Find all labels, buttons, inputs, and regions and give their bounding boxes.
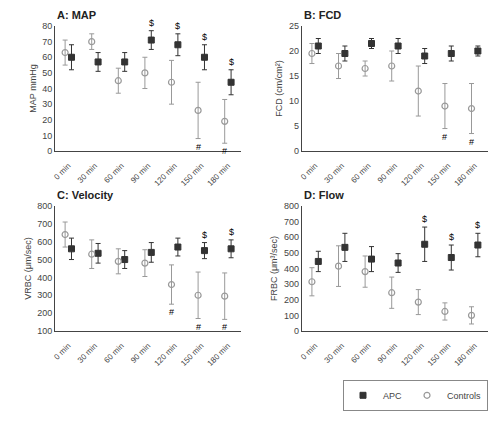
svg-text:VRBC (μm/sec): VRBC (μm/sec) xyxy=(23,237,33,300)
svg-text:120 min: 120 min xyxy=(399,162,425,188)
svg-text:$: $ xyxy=(202,230,207,240)
svg-text:100: 100 xyxy=(284,311,299,321)
svg-text:10: 10 xyxy=(42,131,52,141)
svg-text:D: Flow: D: Flow xyxy=(304,189,344,201)
svg-text:30: 30 xyxy=(42,99,52,109)
svg-text:0 min: 0 min xyxy=(52,341,72,361)
svg-text:#: # xyxy=(169,307,174,317)
svg-text:100: 100 xyxy=(37,326,52,336)
svg-text:#: # xyxy=(196,142,201,152)
svg-text:$: $ xyxy=(229,227,234,237)
svg-text:0: 0 xyxy=(47,146,52,156)
svg-text:60 min: 60 min xyxy=(102,341,125,364)
svg-text:50: 50 xyxy=(42,68,52,78)
svg-text:$: $ xyxy=(449,232,454,242)
svg-text:400: 400 xyxy=(37,273,52,283)
svg-text:30 min: 30 min xyxy=(323,162,346,185)
svg-text:700: 700 xyxy=(284,217,299,227)
svg-text:300: 300 xyxy=(284,279,299,289)
svg-text:#: # xyxy=(469,137,474,147)
svg-text:#: # xyxy=(222,322,227,332)
svg-text:180 min: 180 min xyxy=(206,162,232,188)
svg-text:$: $ xyxy=(175,21,180,31)
svg-text:60 min: 60 min xyxy=(349,341,372,364)
svg-text:0 min: 0 min xyxy=(299,162,319,182)
svg-text:FRBC (μm³/sec): FRBC (μm³/sec) xyxy=(269,236,279,301)
svg-text:25: 25 xyxy=(289,21,299,31)
svg-text:$: $ xyxy=(229,57,234,67)
svg-text:30 min: 30 min xyxy=(76,341,99,364)
svg-text:300: 300 xyxy=(37,290,52,300)
svg-text:200: 200 xyxy=(37,308,52,318)
svg-text:800: 800 xyxy=(37,201,52,211)
svg-text:0: 0 xyxy=(294,326,299,336)
svg-text:10: 10 xyxy=(289,96,299,106)
svg-text:90 min: 90 min xyxy=(129,162,152,185)
svg-text:800: 800 xyxy=(284,201,299,211)
svg-text:FCD (cm/cm²): FCD (cm/cm²) xyxy=(274,60,284,116)
svg-text:30 min: 30 min xyxy=(76,162,99,185)
svg-text:200: 200 xyxy=(284,295,299,305)
svg-text:APC: APC xyxy=(383,391,402,401)
svg-text:$: $ xyxy=(422,214,427,224)
svg-text:20: 20 xyxy=(289,46,299,56)
svg-text:$: $ xyxy=(475,220,480,230)
svg-text:120 min: 120 min xyxy=(399,341,425,367)
svg-text:A: MAP: A: MAP xyxy=(57,9,96,21)
svg-text:0: 0 xyxy=(294,146,299,156)
svg-text:Controls: Controls xyxy=(447,391,481,401)
svg-text:$: $ xyxy=(149,18,154,28)
svg-text:15: 15 xyxy=(289,71,299,81)
svg-text:700: 700 xyxy=(37,219,52,229)
svg-text:#: # xyxy=(222,146,227,156)
svg-text:70: 70 xyxy=(42,37,52,47)
svg-text:150 min: 150 min xyxy=(426,341,452,367)
svg-text:180 min: 180 min xyxy=(206,341,232,367)
svg-text:0 min: 0 min xyxy=(52,162,72,182)
svg-text:90 min: 90 min xyxy=(376,162,399,185)
svg-text:0 min: 0 min xyxy=(299,341,319,361)
svg-text:500: 500 xyxy=(37,255,52,265)
svg-text:400: 400 xyxy=(284,264,299,274)
svg-text:5: 5 xyxy=(294,121,299,131)
svg-text:60 min: 60 min xyxy=(102,162,125,185)
svg-text:MAP mmHg: MAP mmHg xyxy=(28,64,38,112)
svg-text:20: 20 xyxy=(42,115,52,125)
svg-text:60: 60 xyxy=(42,52,52,62)
svg-text:180 min: 180 min xyxy=(452,162,478,188)
svg-text:120 min: 120 min xyxy=(152,341,178,367)
svg-text:80: 80 xyxy=(42,21,52,31)
svg-text:90 min: 90 min xyxy=(376,341,399,364)
svg-text:$: $ xyxy=(202,32,207,42)
svg-text:30 min: 30 min xyxy=(323,341,346,364)
svg-text:120 min: 120 min xyxy=(152,162,178,188)
svg-text:90 min: 90 min xyxy=(129,341,152,364)
svg-text:150 min: 150 min xyxy=(179,341,205,367)
svg-text:#: # xyxy=(196,322,201,332)
svg-text:180 min: 180 min xyxy=(452,341,478,367)
svg-text:600: 600 xyxy=(284,232,299,242)
svg-text:600: 600 xyxy=(37,237,52,247)
svg-text:60 min: 60 min xyxy=(349,162,372,185)
svg-text:B: FCD: B: FCD xyxy=(304,9,341,21)
svg-text:C: Velocity: C: Velocity xyxy=(57,189,114,201)
svg-text:500: 500 xyxy=(284,248,299,258)
svg-text:150 min: 150 min xyxy=(426,162,452,188)
svg-text:#: # xyxy=(442,132,447,142)
svg-text:40: 40 xyxy=(42,84,52,94)
svg-text:150 min: 150 min xyxy=(179,162,205,188)
